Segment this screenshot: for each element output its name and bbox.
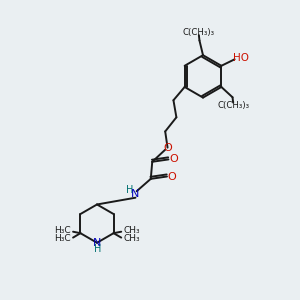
Text: HO: HO <box>233 53 249 63</box>
Text: N: N <box>93 238 101 248</box>
Text: H₃C: H₃C <box>54 226 71 235</box>
Text: O: O <box>169 154 178 164</box>
Text: H: H <box>94 244 102 254</box>
Text: O: O <box>168 172 176 182</box>
Text: N: N <box>131 189 140 199</box>
Text: C(CH₃)₃: C(CH₃)₃ <box>183 28 215 37</box>
Text: H: H <box>127 185 134 195</box>
Text: H₃C: H₃C <box>54 234 71 243</box>
Text: CH₃: CH₃ <box>123 234 140 243</box>
Text: CH₃: CH₃ <box>123 226 140 235</box>
Text: O: O <box>163 142 172 153</box>
Text: C(CH₃)₃: C(CH₃)₃ <box>217 101 249 110</box>
